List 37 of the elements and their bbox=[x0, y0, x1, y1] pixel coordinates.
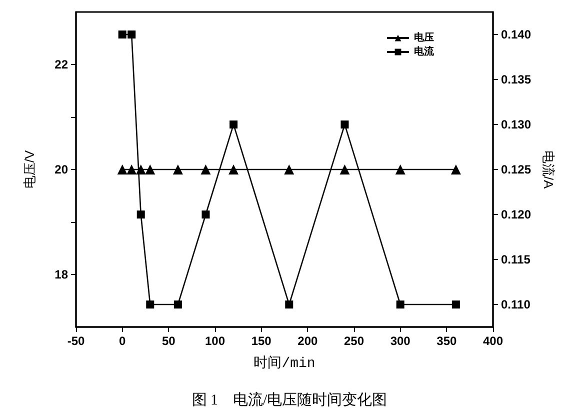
point bbox=[128, 30, 136, 38]
y2-tick-label: 0.110 bbox=[501, 298, 531, 312]
point bbox=[174, 300, 182, 308]
x-tick-label: -50 bbox=[67, 334, 85, 348]
x-tick-label: 250 bbox=[344, 334, 364, 348]
y2-tick-label: 0.135 bbox=[501, 72, 532, 86]
point bbox=[285, 300, 294, 308]
y2-axis-title: 电流/A bbox=[540, 150, 556, 189]
legend-label: 电压 bbox=[414, 32, 434, 44]
point bbox=[396, 300, 404, 308]
point bbox=[118, 30, 126, 38]
point bbox=[136, 210, 145, 218]
y2-tick-label: 0.115 bbox=[501, 252, 531, 266]
y-tick-label: 20 bbox=[54, 162, 68, 176]
point bbox=[230, 120, 238, 128]
y2-tick-label: 0.130 bbox=[501, 118, 532, 132]
point bbox=[146, 300, 154, 308]
x-tick-label: 300 bbox=[390, 334, 411, 348]
x-tick-label: 150 bbox=[251, 334, 272, 348]
x-tick-label: 400 bbox=[482, 334, 504, 348]
y2-tick-label: 0.120 bbox=[501, 208, 532, 222]
point bbox=[202, 210, 210, 218]
point bbox=[452, 300, 460, 308]
x-tick-label: 350 bbox=[436, 334, 457, 348]
point bbox=[340, 120, 349, 128]
y-tick-label: 22 bbox=[54, 58, 68, 72]
x-tick-label: 100 bbox=[204, 334, 226, 348]
text: 图 1 电流/电压随时间变化图 bbox=[192, 392, 388, 408]
y2-tick-label: 0.125 bbox=[501, 162, 532, 176]
x-tick-label: 0 bbox=[118, 334, 126, 348]
legend-label: 电流 bbox=[414, 46, 435, 58]
y-axis-title: 电压/V bbox=[22, 150, 37, 189]
y-tick-label: 18 bbox=[54, 268, 68, 282]
x-axis-title: 时间/min bbox=[254, 355, 316, 372]
x-tick-label: 200 bbox=[298, 334, 318, 348]
y2-tick-label: 0.140 bbox=[501, 28, 532, 42]
x-tick-label: 50 bbox=[162, 334, 176, 348]
